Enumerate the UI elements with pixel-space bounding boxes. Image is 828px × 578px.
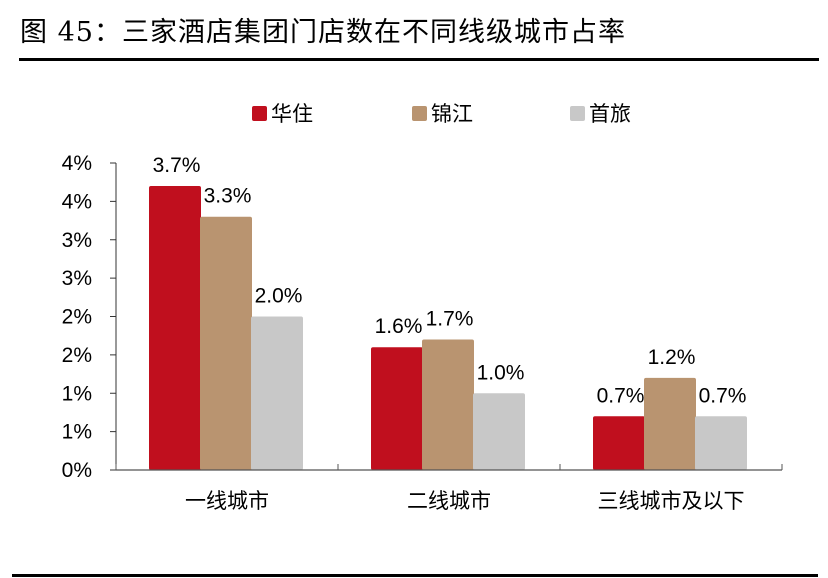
x-category-label: 三线城市及以下 <box>598 489 745 513</box>
legend-swatch-shoulv <box>570 105 585 121</box>
y-tick-label: 2% <box>62 344 92 367</box>
bar-1-1 <box>422 339 474 470</box>
bar-1-0 <box>200 216 252 470</box>
data-label: 1.2% <box>648 346 696 369</box>
data-label: 3.3% <box>204 185 252 208</box>
y-tick-label: 3% <box>62 229 92 252</box>
bar-0-2 <box>593 416 645 470</box>
x-category-label: 二线城市 <box>407 489 491 513</box>
title-separator: ： <box>93 17 122 48</box>
bar-2-2 <box>695 416 747 470</box>
bar-0-1 <box>371 347 423 470</box>
legend-item-shoulv: 首旅 <box>570 98 631 128</box>
y-tick-label: 0% <box>62 459 92 482</box>
data-label: 1.7% <box>426 308 474 331</box>
title-text: 三家酒店集团门店数在不同线级城市占率 <box>121 17 626 48</box>
data-label: 1.6% <box>375 315 423 338</box>
bar-1-2 <box>644 377 696 470</box>
legend-item-jinjiang: 锦江 <box>412 98 473 128</box>
legend-swatch-huazhu <box>252 105 267 121</box>
data-label: 0.7% <box>597 384 645 407</box>
legend-item-huazhu: 华住 <box>252 98 313 128</box>
data-label: 0.7% <box>699 384 747 407</box>
legend-label: 首旅 <box>589 102 631 126</box>
bottom-rule <box>12 574 818 577</box>
y-tick-label: 4% <box>62 190 92 213</box>
y-tick-label: 1% <box>62 421 92 444</box>
legend-swatch-jinjiang <box>412 105 427 121</box>
chart-legend: 华住 锦江 首旅 <box>0 98 828 128</box>
y-tick-label: 2% <box>62 306 92 329</box>
figure-title: 图 45：三家酒店集团门店数在不同线级城市占率 <box>20 10 626 49</box>
top-rule <box>19 58 819 61</box>
y-tick-label: 3% <box>62 267 92 290</box>
y-tick-label: 4% <box>62 152 92 175</box>
data-label: 1.0% <box>477 361 525 384</box>
bar-2-0 <box>251 316 303 470</box>
legend-label: 华住 <box>271 102 313 126</box>
bar-0-0 <box>149 186 201 470</box>
data-label: 2.0% <box>255 285 303 308</box>
figure-number: 图 45 <box>20 17 94 48</box>
y-tick-label: 1% <box>62 382 92 405</box>
x-category-label: 一线城市 <box>185 489 269 513</box>
legend-label: 锦江 <box>431 102 473 126</box>
bar-2-1 <box>473 393 525 470</box>
data-label: 3.7% <box>153 154 201 177</box>
